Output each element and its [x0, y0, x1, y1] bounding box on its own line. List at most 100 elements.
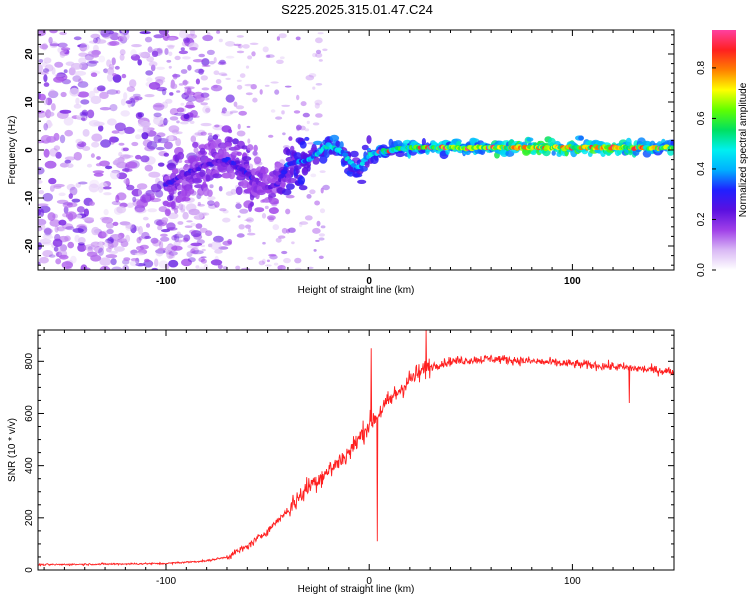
noise-blob [105, 165, 113, 170]
noise-blob [242, 44, 250, 49]
noise-blob [100, 30, 111, 38]
noise-blob [268, 253, 277, 257]
noise-blob [116, 89, 121, 95]
x-tick-label: 0 [366, 276, 372, 287]
noise-blob [274, 89, 280, 95]
noise-blob [157, 247, 166, 251]
signal-blob [241, 156, 252, 162]
noise-blob [196, 239, 205, 245]
noise-blob [202, 34, 214, 42]
noise-blob [278, 266, 283, 270]
noise-blob [219, 208, 227, 212]
noise-blob [151, 50, 159, 57]
noise-blob [118, 142, 125, 146]
signal-blob [166, 162, 177, 171]
noise-blob [98, 241, 103, 247]
noise-blob [201, 212, 210, 216]
noise-blob [319, 208, 326, 214]
noise-blob [281, 110, 285, 115]
noise-blob [294, 267, 302, 270]
noise-blob [208, 243, 213, 248]
noise-blob [320, 225, 326, 229]
noise-blob [155, 79, 166, 83]
noise-blob [200, 256, 207, 259]
noise-blob [39, 256, 49, 264]
noise-blob [76, 141, 85, 150]
noise-blob [88, 90, 96, 99]
spectrogram-blobs [38, 30, 674, 270]
noise-blob [63, 69, 68, 74]
signal-core [281, 169, 288, 175]
noise-blob [164, 141, 171, 148]
noise-blob [99, 91, 109, 99]
noise-blob [135, 134, 142, 140]
noise-blob [137, 112, 144, 118]
noise-blob [206, 49, 215, 56]
noise-blob [144, 94, 155, 98]
noise-blob [163, 117, 168, 126]
noise-blob [119, 49, 126, 56]
noise-blob [59, 162, 69, 168]
noise-blob [99, 257, 112, 266]
noise-blob [146, 77, 153, 83]
noise-blob [55, 258, 62, 265]
noise-blob [200, 92, 210, 98]
signal-blob [188, 188, 195, 195]
noise-blob [174, 208, 179, 214]
noise-blob [184, 225, 193, 228]
noise-blob [80, 99, 90, 105]
noise-blob [83, 208, 89, 217]
noise-blob [103, 68, 115, 74]
noise-blob [75, 182, 82, 188]
noise-blob [244, 219, 252, 222]
noise-blob [130, 54, 141, 61]
noise-blob [167, 45, 175, 50]
noise-blob [64, 129, 73, 137]
signal-blob [280, 183, 286, 189]
noise-blob [181, 41, 188, 47]
signal-blob [212, 134, 219, 140]
noise-blob [91, 141, 100, 148]
noise-blob [106, 247, 112, 253]
noise-blob [95, 163, 102, 167]
noise-blob [135, 154, 142, 160]
noise-blob [125, 223, 135, 229]
noise-blob [44, 64, 54, 72]
noise-blob [72, 75, 82, 82]
noise-blob [48, 90, 59, 99]
noise-blob [82, 129, 90, 137]
noise-blob [121, 73, 127, 79]
noise-blob [192, 115, 200, 118]
noise-blob [233, 43, 242, 47]
noise-blob [151, 48, 163, 57]
noise-blob [160, 233, 168, 237]
noise-blob [320, 187, 324, 194]
noise-blob [153, 134, 162, 144]
noise-blob [299, 221, 309, 225]
noise-blob [163, 119, 170, 123]
noise-blob [200, 244, 206, 248]
noise-blob [47, 122, 54, 127]
noise-blob [212, 84, 218, 89]
noise-blob [195, 265, 200, 269]
noise-blob [38, 179, 43, 184]
signal-blob [181, 196, 191, 202]
noise-blob [258, 260, 265, 266]
noise-blob [168, 65, 172, 69]
noise-blob [176, 231, 181, 237]
noise-blob [38, 226, 43, 232]
signal-blob [246, 144, 254, 151]
noise-blob [140, 51, 151, 59]
noise-blob [146, 140, 158, 150]
noise-blob [132, 196, 137, 203]
noise-blob [144, 36, 153, 43]
noise-blob [236, 35, 244, 38]
noise-blob [125, 223, 133, 231]
noise-blob [111, 130, 120, 134]
signal-blob [254, 207, 265, 213]
noise-blob [140, 155, 150, 163]
noise-blob [193, 133, 199, 137]
noise-blob [201, 87, 210, 91]
noise-blob [66, 202, 78, 208]
signal-blob [366, 135, 372, 144]
